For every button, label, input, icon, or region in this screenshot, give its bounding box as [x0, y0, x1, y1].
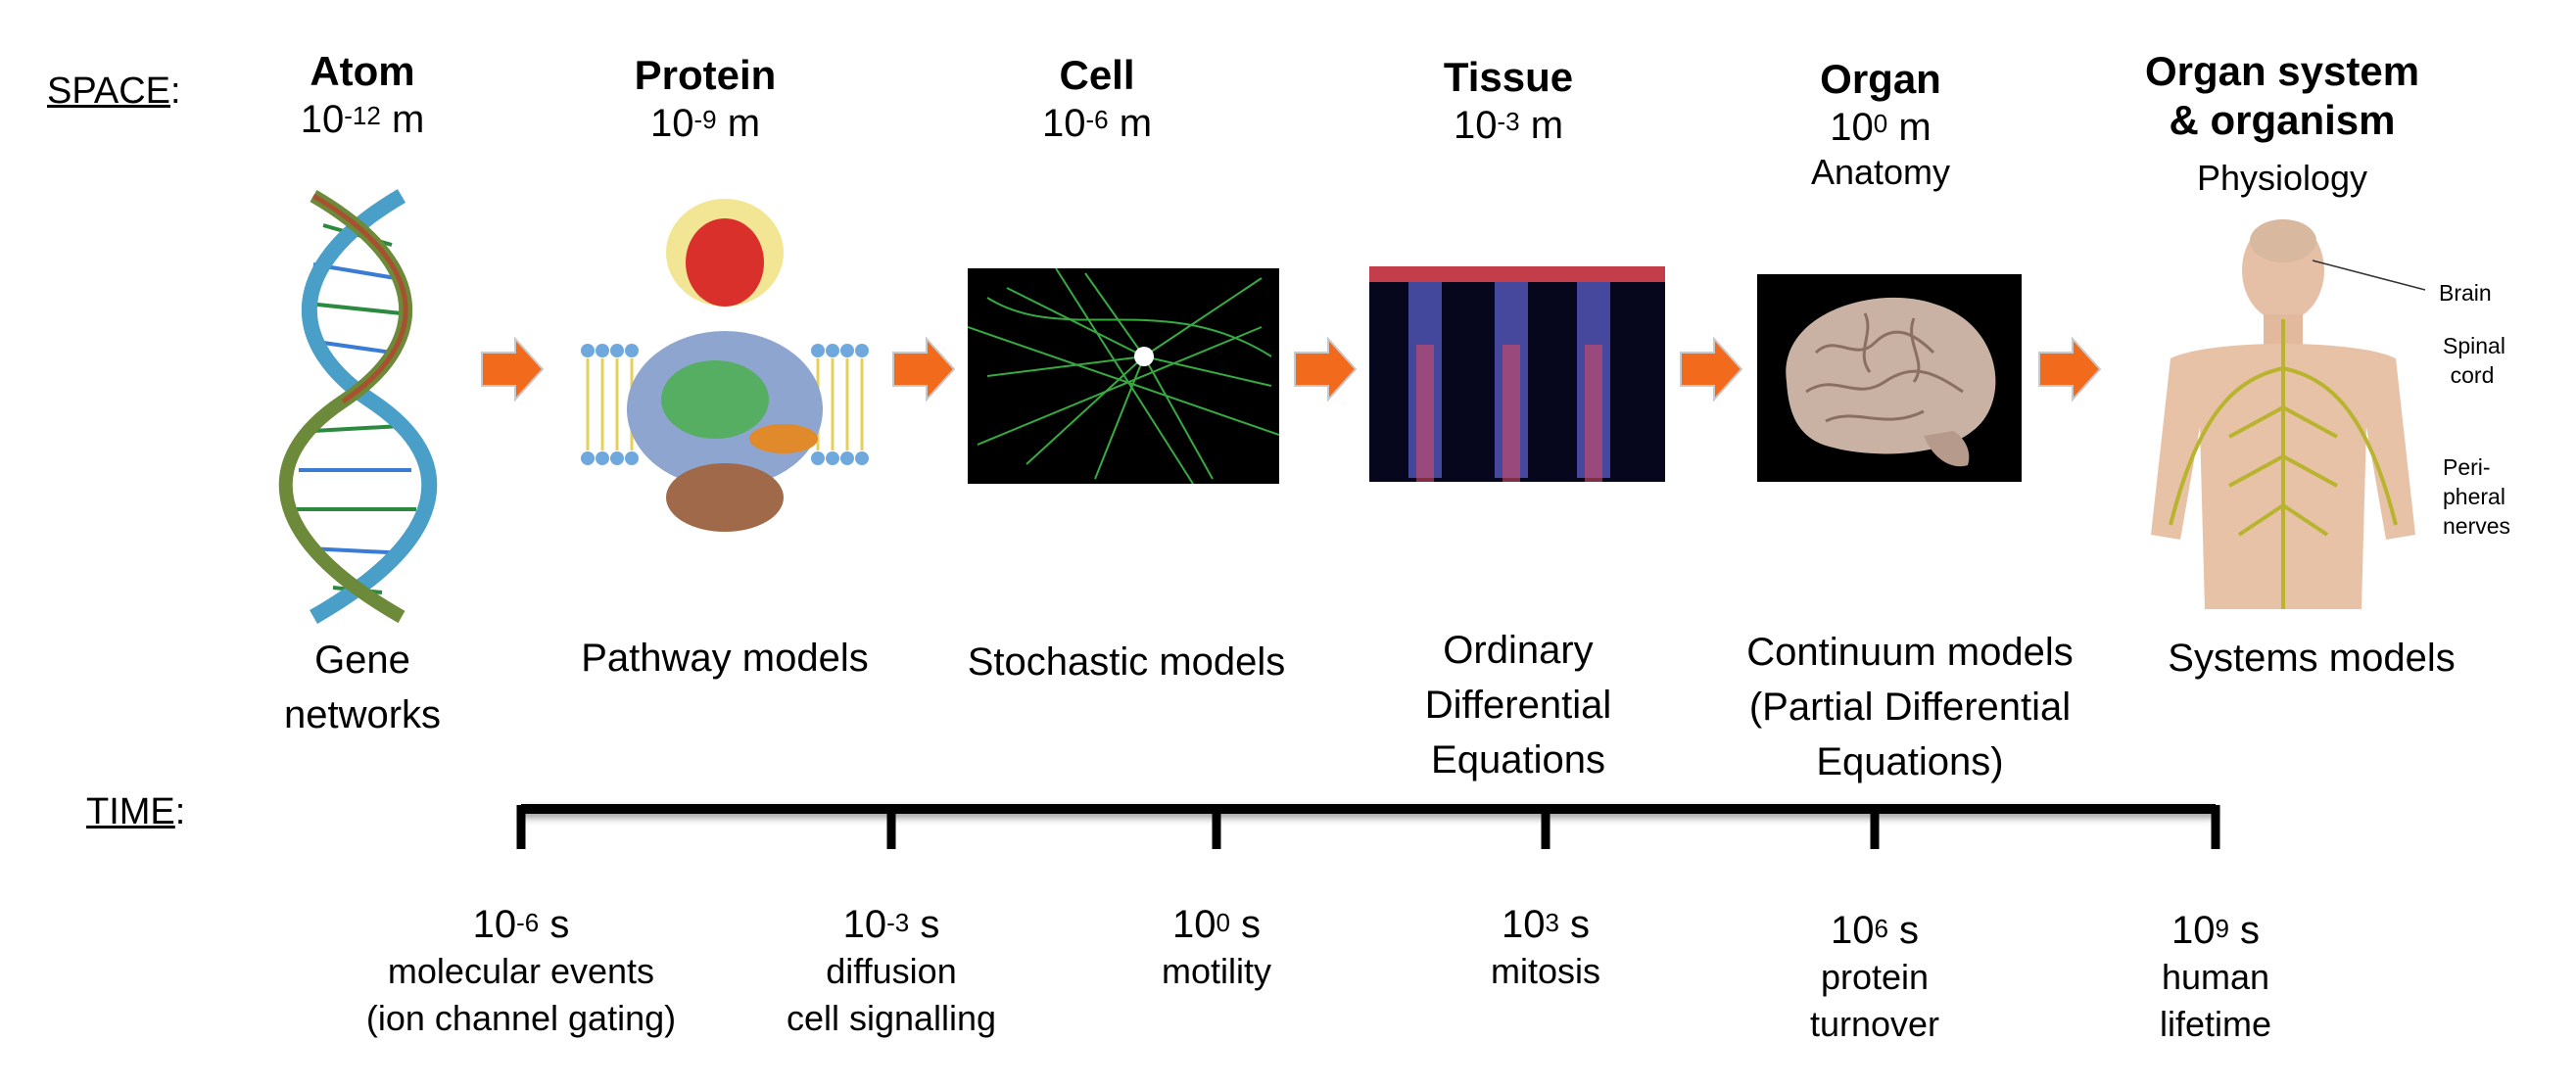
arrow-right-icon — [1294, 337, 1358, 402]
scale-organ-header: Organ 100 m Anatomy — [1763, 55, 1998, 194]
model-systems: Systems models — [2168, 637, 2456, 680]
scale-name: Organ — [1820, 56, 1941, 102]
dna-helix-image — [278, 189, 438, 624]
scale-atom-header: Atom 10-12 m — [274, 47, 451, 143]
model-ode: Ordinary Differential Equations — [1424, 629, 1612, 781]
timeline-label: 10-3 s diffusion cell signalling — [786, 903, 997, 1038]
scale-cell-header: Cell 10-6 m — [999, 51, 1195, 147]
scale-name: Tissue — [1443, 54, 1574, 100]
human-body-image — [2131, 212, 2435, 609]
scale-tissue-header: Tissue 10-3 m — [1410, 53, 1606, 149]
scale-name: Atom — [310, 48, 415, 94]
time-row-label: TIME: — [86, 791, 186, 832]
scale-size: 10-12 m — [300, 98, 425, 141]
label-peripheral-nerves: Peri- pheral nerves — [2443, 454, 2511, 539]
timeline-label: 10-6 s molecular events (ion channel gat… — [365, 903, 677, 1038]
timeline-label: 100 s motility — [1161, 903, 1271, 991]
model-continuum: Continuum models (Partial Differential E… — [1746, 631, 2074, 783]
scale-size: 10-3 m — [1453, 104, 1564, 147]
scale-subtitle: Anatomy — [1810, 152, 1951, 192]
timeline-axis — [516, 804, 2220, 849]
scale-size: 10-9 m — [649, 102, 761, 145]
scale-size: 10-6 m — [1041, 102, 1153, 145]
arrow-right-icon — [1680, 337, 1743, 402]
timeline-label: 109 s human lifetime — [2159, 909, 2272, 1044]
model-pathway: Pathway models — [581, 637, 869, 680]
space-row-label: SPACE: — [47, 71, 181, 112]
scale-organism-header: Organ system & organism Physiology — [2116, 47, 2449, 200]
model-stochastic: Stochastic models — [967, 640, 1286, 684]
scale-name: Organ system & organism — [2144, 48, 2420, 143]
timeline-label: 106 s protein turnover — [1809, 909, 1940, 1044]
arrow-right-icon — [2038, 337, 2102, 402]
model-gene-networks: Gene networks — [283, 639, 442, 736]
timeline-label: 103 s mitosis — [1490, 903, 1600, 991]
label-brain: Brain — [2439, 280, 2492, 306]
arrow-right-icon — [892, 337, 956, 402]
tissue-cortex-image — [1369, 266, 1665, 482]
scale-subtitle: Physiology — [2196, 158, 2368, 198]
label-spinal-cord: Spinal cord — [2443, 333, 2505, 388]
scale-name: Protein — [634, 52, 777, 98]
scale-protein-header: Protein 10-9 m — [607, 51, 803, 147]
scale-size: 100 m — [1830, 106, 1932, 149]
protein-structure-image — [581, 199, 869, 532]
neuron-cell-image — [968, 268, 1279, 484]
brain-organ-image — [1757, 274, 2022, 482]
arrow-right-icon — [481, 337, 545, 402]
scale-name: Cell — [1059, 52, 1135, 98]
